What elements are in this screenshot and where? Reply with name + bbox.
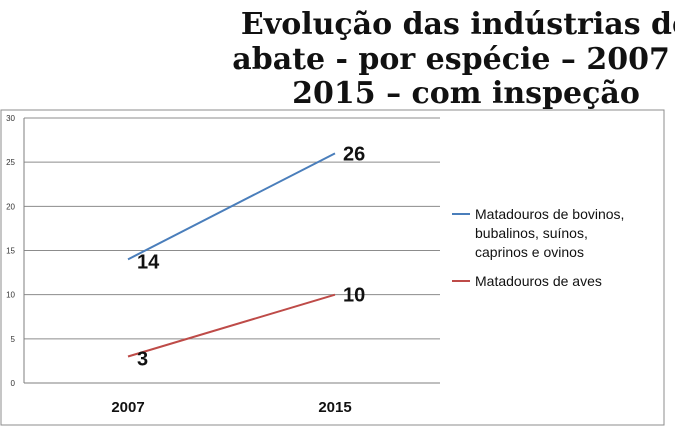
- y-tick-label: 10: [6, 291, 15, 300]
- series-line-aves: [127, 293, 336, 358]
- series-lines: [127, 152, 336, 358]
- series-line-bovinos: [127, 152, 336, 261]
- gridlines: [24, 117, 440, 340]
- x-tick-label: 2015: [318, 399, 351, 416]
- y-tick-label: 0: [11, 379, 16, 388]
- y-tick-label: 30: [6, 114, 15, 123]
- legend-label-aves: Matadouros de aves: [475, 273, 602, 289]
- data-labels: 14 26 3 10: [137, 143, 365, 370]
- legend-label-bovinos-line-3: caprinos e ovinos: [475, 244, 584, 260]
- x-tick-labels: 2007 2015: [111, 399, 351, 416]
- chart-title-line-2: abate - por espécie – 2007 à: [232, 42, 675, 77]
- y-tick-label: 5: [11, 335, 16, 344]
- data-label: 3: [137, 349, 148, 371]
- data-label: 14: [137, 251, 160, 273]
- data-label: 26: [343, 143, 365, 165]
- chart-title-line-1: Evolução das indústrias de: [241, 7, 675, 42]
- chart-area-border: [0, 109, 665, 426]
- chart-title-line-3: 2015 – com inspeção: [292, 76, 640, 111]
- chart-title: Evolução das indústrias de abate - por e…: [232, 7, 675, 111]
- y-tick-label: 25: [6, 158, 15, 167]
- y-tick-label: 15: [6, 247, 15, 256]
- data-label: 10: [343, 285, 365, 307]
- x-tick-label: 2007: [111, 399, 144, 416]
- y-tick-label: 20: [6, 202, 15, 211]
- legend: Matadouros de bovinos, bubalinos, suínos…: [452, 206, 624, 289]
- legend-label-bovinos-line-1: Matadouros de bovinos,: [475, 206, 624, 222]
- y-tick-labels: 0 5 10 15 20 25 30: [6, 114, 15, 388]
- legend-label-bovinos-line-2: bubalinos, suínos,: [475, 225, 588, 241]
